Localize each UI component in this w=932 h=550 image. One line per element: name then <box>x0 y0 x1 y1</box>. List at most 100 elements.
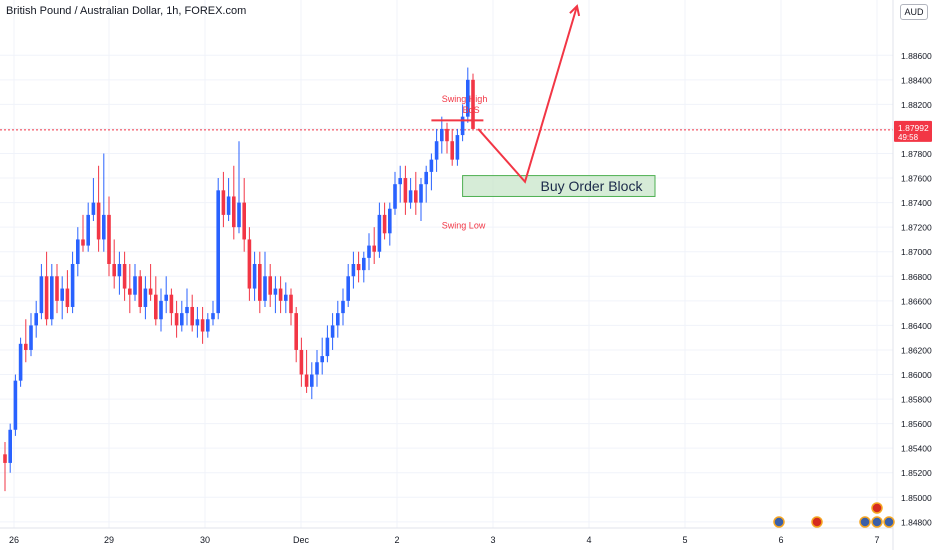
buy-order-block-zone: Buy Order Block <box>462 175 656 197</box>
candle-body <box>351 264 356 277</box>
time-tick-label: 26 <box>9 535 19 545</box>
candle <box>112 239 116 289</box>
price-tick-label: 1.86400 <box>901 321 932 331</box>
candle-body <box>3 454 7 463</box>
candle-body <box>44 276 49 320</box>
candle-body <box>195 319 200 326</box>
candle-body <box>403 178 408 203</box>
price-tick-label: 1.87000 <box>901 247 932 257</box>
candle-body <box>367 245 371 258</box>
candle <box>346 264 350 307</box>
candle <box>252 251 257 301</box>
event-icon-au[interactable] <box>859 516 871 528</box>
candle <box>341 288 345 326</box>
event-icon-gb[interactable] <box>871 502 883 514</box>
candle-body <box>180 313 184 326</box>
candle-body <box>278 288 283 301</box>
order-block-rect <box>462 175 656 197</box>
candle <box>154 276 158 326</box>
candle-body <box>24 343 28 350</box>
candle <box>273 276 278 314</box>
candle <box>86 202 90 252</box>
candle <box>445 122 449 154</box>
candle <box>268 264 272 307</box>
candle-body <box>382 214 387 234</box>
candle <box>65 270 70 314</box>
candle-body <box>148 288 153 295</box>
candle-body <box>273 288 278 295</box>
candle <box>76 227 80 277</box>
candle <box>200 306 205 344</box>
candle <box>159 288 163 332</box>
candle-body <box>216 190 220 314</box>
event-icon-au[interactable] <box>871 516 883 528</box>
candle <box>29 313 33 357</box>
event-icon-au[interactable] <box>883 516 895 528</box>
chart-annotation-label: BoS <box>463 105 480 115</box>
candle <box>148 264 153 301</box>
economic-events <box>773 502 895 528</box>
candle <box>122 251 127 301</box>
candle-body <box>247 239 252 289</box>
candle <box>164 276 168 314</box>
candle-body <box>96 202 101 240</box>
candle <box>258 251 262 314</box>
candle <box>440 116 444 154</box>
chart-grid <box>0 0 893 528</box>
candle <box>60 276 64 320</box>
price-tick-label: 1.87800 <box>901 149 932 159</box>
candle-body <box>50 276 54 320</box>
candle-body <box>60 288 64 301</box>
price-axis: 1.886001.884001.882001.880001.878001.876… <box>901 51 932 528</box>
candle <box>13 374 18 436</box>
candle-body <box>356 264 361 271</box>
candle <box>18 337 23 387</box>
arrow-head <box>569 4 581 17</box>
candle <box>50 264 54 326</box>
candle <box>362 251 366 283</box>
candle <box>133 264 137 301</box>
price-tick-label: 1.85200 <box>901 468 932 478</box>
time-tick-label: 30 <box>200 535 210 545</box>
candle-body <box>117 264 122 277</box>
currency-button[interactable]: AUD <box>900 4 928 20</box>
order-block-label: Buy Order Block <box>541 178 644 194</box>
price-tick-label: 1.88600 <box>901 51 932 61</box>
price-tag-countdown: 49:58 <box>898 133 919 142</box>
candle <box>174 300 179 338</box>
candle <box>429 153 434 191</box>
candle-body <box>414 190 418 203</box>
candle-body <box>362 257 366 271</box>
candle-body <box>70 264 75 307</box>
candle <box>70 251 75 314</box>
candle-body <box>112 264 116 277</box>
candle-body <box>237 202 241 228</box>
candle-body <box>133 276 137 295</box>
candle <box>377 202 382 258</box>
candle-body <box>398 178 402 185</box>
candle-body <box>143 288 148 307</box>
candle <box>96 165 101 252</box>
candle-body <box>289 294 293 314</box>
candle-body <box>455 135 460 160</box>
candle <box>330 313 335 350</box>
candle <box>185 288 189 326</box>
candle-body <box>315 362 319 375</box>
candle-body <box>304 374 309 387</box>
time-tick-label: 3 <box>490 535 495 545</box>
candle-body <box>102 214 106 240</box>
candle-body <box>252 264 257 289</box>
candle-body <box>200 319 205 332</box>
candle <box>460 104 465 142</box>
candle <box>81 214 85 252</box>
candle-body <box>429 159 434 172</box>
candle <box>91 178 96 222</box>
candle <box>190 294 194 332</box>
candle-body <box>325 337 330 357</box>
candle-body <box>424 171 428 185</box>
candle-body <box>320 356 324 363</box>
event-icon-au[interactable] <box>773 516 785 528</box>
price-axis-bg <box>893 0 932 550</box>
event-icon-gb[interactable] <box>811 516 823 528</box>
